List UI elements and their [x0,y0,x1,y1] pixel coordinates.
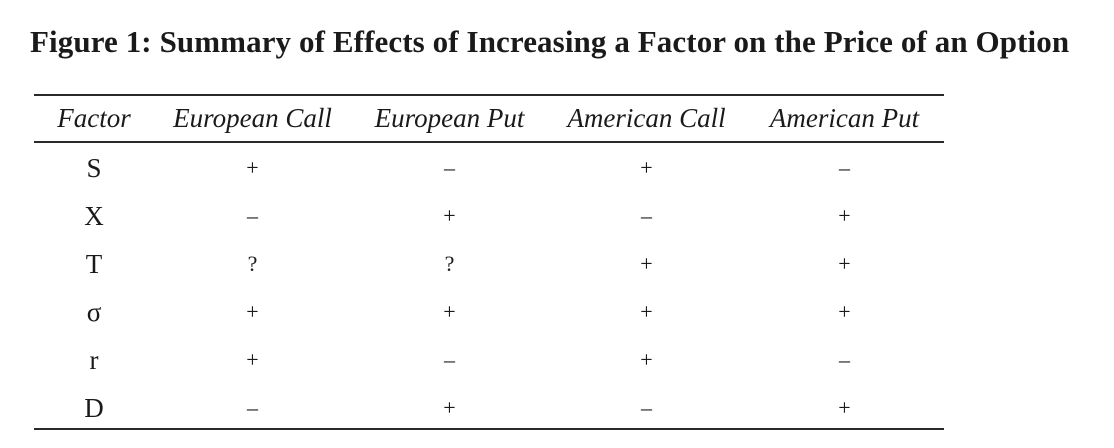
american-call-cell: + [640,299,653,324]
european-put-cell: + [443,299,456,324]
american-call-cell: – [641,395,652,420]
header-row: Factor European Call European Put Americ… [34,96,944,141]
table-row: T ? ? + + [34,240,944,288]
factor-cell: S [86,152,102,183]
table-row: S + – + – [34,141,944,192]
factor-cell: T [85,248,103,279]
european-put-cell: + [443,203,456,228]
table-bottom-rule [34,428,944,430]
american-call-cell: + [640,347,653,372]
european-call-cell: ? [247,251,258,276]
american-call-cell: + [640,155,653,180]
european-put-cell: – [444,347,455,372]
american-call-cell: + [640,251,653,276]
header-european-call: European Call [173,103,332,133]
american-put-cell: + [838,203,851,228]
table-row: X – + – + [34,192,944,240]
option-effects-table: Factor European Call European Put Americ… [34,96,944,432]
header-bottom-rule [34,141,944,143]
table-row: D – + – + [34,384,944,432]
european-call-cell: + [246,299,259,324]
european-call-cell: + [246,347,259,372]
american-put-cell: + [838,395,851,420]
table-row: r + – + – [34,336,944,384]
header-american-call: American Call [567,103,726,133]
american-put-cell: – [839,347,850,372]
european-put-cell: + [443,395,456,420]
american-put-cell: – [839,155,850,180]
factor-cell: X [84,200,104,231]
american-put-cell: + [838,251,851,276]
american-put-cell: + [838,299,851,324]
european-put-cell: ? [444,251,455,276]
header-european-put: European Put [374,103,525,133]
factor-cell: r [89,344,99,375]
header-american-put: American Put [769,103,920,133]
figure-title: Figure 1: Summary of Effects of Increasi… [30,24,1070,59]
factor-cell: σ [86,296,102,327]
table-top-rule [34,94,944,96]
factor-cell: D [84,392,104,423]
european-call-cell: – [247,395,258,420]
european-call-cell: – [247,203,258,228]
european-put-cell: – [444,155,455,180]
european-call-cell: + [246,155,259,180]
header-factor: Factor [57,103,131,133]
table-row: σ + + + + [34,288,944,336]
american-call-cell: – [641,203,652,228]
